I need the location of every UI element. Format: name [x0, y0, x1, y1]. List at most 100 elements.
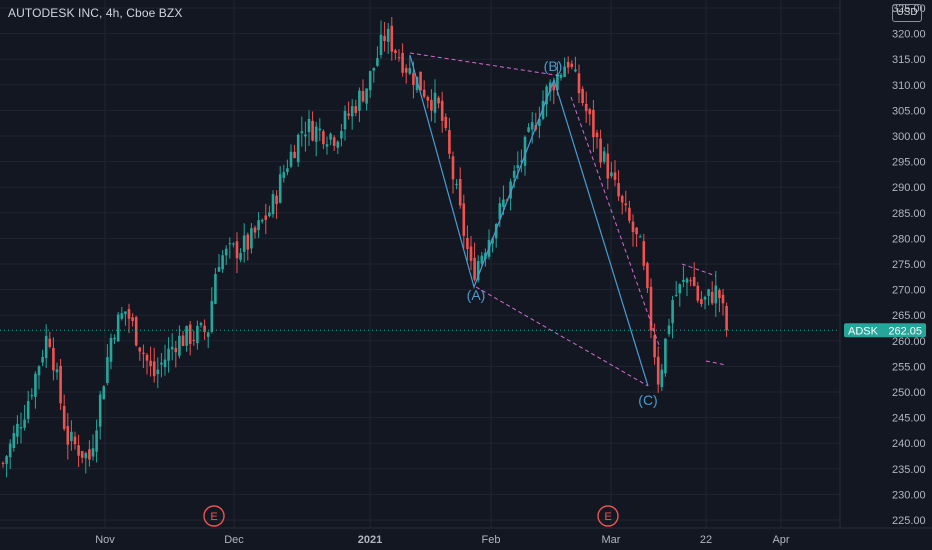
y-tick-label: 260.00 [892, 336, 926, 348]
candle-body [566, 61, 570, 68]
candle-body [646, 263, 649, 289]
candle-body [142, 352, 145, 355]
candle-body [34, 373, 37, 397]
candle-body [106, 357, 109, 384]
candle-body [538, 119, 541, 126]
candle-body [682, 279, 685, 282]
candle-body [260, 219, 264, 222]
candle-body [419, 71, 422, 91]
y-tick-label: 280.00 [892, 233, 926, 245]
y-tick-label: 240.00 [892, 438, 926, 450]
candle-body [48, 338, 52, 347]
candle-body [721, 294, 725, 304]
candle-body [325, 144, 329, 147]
y-tick-label: 310.00 [892, 80, 926, 92]
candle-body [232, 243, 235, 245]
candle-body [188, 324, 192, 345]
candle-body [512, 170, 516, 178]
candle-body [707, 289, 710, 296]
x-tick-label: Mar [602, 534, 621, 546]
candle-body [214, 273, 217, 304]
candle-body [559, 74, 563, 78]
candle-body [73, 436, 77, 445]
candle-body [523, 136, 527, 166]
candle-body [620, 196, 624, 203]
earnings-marker[interactable]: E [203, 505, 225, 527]
channel-line [475, 286, 649, 387]
candle-body [102, 386, 106, 400]
candle-body [268, 212, 271, 217]
x-tick-label: 22 [700, 534, 712, 546]
candle-body [674, 294, 678, 296]
candle-body [336, 141, 340, 148]
candle-body [624, 203, 628, 206]
y-tick-label: 235.00 [892, 464, 926, 476]
candle-body [41, 357, 44, 363]
candle-body [242, 235, 246, 252]
candle-body [692, 276, 696, 287]
candle-body [347, 113, 350, 116]
candle-body [282, 172, 286, 178]
candle-body [52, 347, 55, 371]
candle-body [134, 317, 138, 346]
candle-body [430, 99, 433, 111]
candle-body [383, 35, 386, 41]
y-tick-label: 275.00 [892, 259, 926, 271]
candle-body [271, 194, 275, 215]
candle-body [408, 68, 412, 74]
candle-body [372, 67, 376, 71]
x-tick-label: Nov [95, 534, 115, 546]
y-tick-label: 315.00 [892, 54, 926, 66]
y-tick-label: 285.00 [892, 208, 926, 220]
y-tick-label: 300.00 [892, 131, 926, 143]
candle-body [203, 325, 206, 332]
x-tick-label: Apr [772, 534, 789, 546]
candle-body [70, 431, 73, 441]
candle-body [343, 110, 347, 130]
candle-body [548, 82, 552, 92]
candle-body [149, 360, 152, 367]
candle-body [185, 326, 188, 346]
candle-body [588, 109, 592, 115]
candle-body [300, 131, 304, 134]
y-tick-label: 230.00 [892, 489, 926, 501]
candle-body [516, 165, 520, 169]
candle-body [91, 448, 95, 457]
candle-body [145, 354, 149, 361]
candle-body [275, 195, 278, 204]
candle-body [509, 181, 512, 199]
candle-body [527, 127, 530, 132]
candle-body [206, 332, 210, 337]
candle-body [455, 183, 458, 185]
candle-body [192, 339, 196, 341]
price-tag: ADSK 262.05 [844, 323, 926, 338]
candle-body [649, 286, 653, 331]
candle-body [12, 433, 16, 449]
candle-body [404, 68, 408, 73]
candle-body [581, 88, 584, 104]
price-tag-symbol: ADSK [848, 325, 879, 337]
currency-selector[interactable]: USD [892, 4, 922, 22]
candle-body [257, 220, 260, 231]
candle-body [469, 246, 473, 261]
candle-body [278, 174, 282, 203]
candle-body [631, 221, 635, 233]
candle-body [286, 168, 289, 172]
y-tick-label: 295.00 [892, 157, 926, 169]
candle-body [595, 132, 599, 138]
candle-body [124, 311, 127, 315]
candle-body [664, 338, 667, 374]
candle-body [217, 267, 221, 272]
y-tick-label: 265.00 [892, 310, 926, 322]
candle-body [386, 28, 390, 42]
candle-body [350, 106, 354, 117]
candle-body [700, 299, 703, 305]
candle-body [307, 118, 311, 132]
candle-body [577, 73, 581, 94]
earnings-marker[interactable]: E [597, 505, 619, 527]
candle-body [152, 361, 156, 377]
candles [1, 17, 728, 478]
candle-body [311, 120, 314, 141]
candle-body [156, 369, 160, 375]
